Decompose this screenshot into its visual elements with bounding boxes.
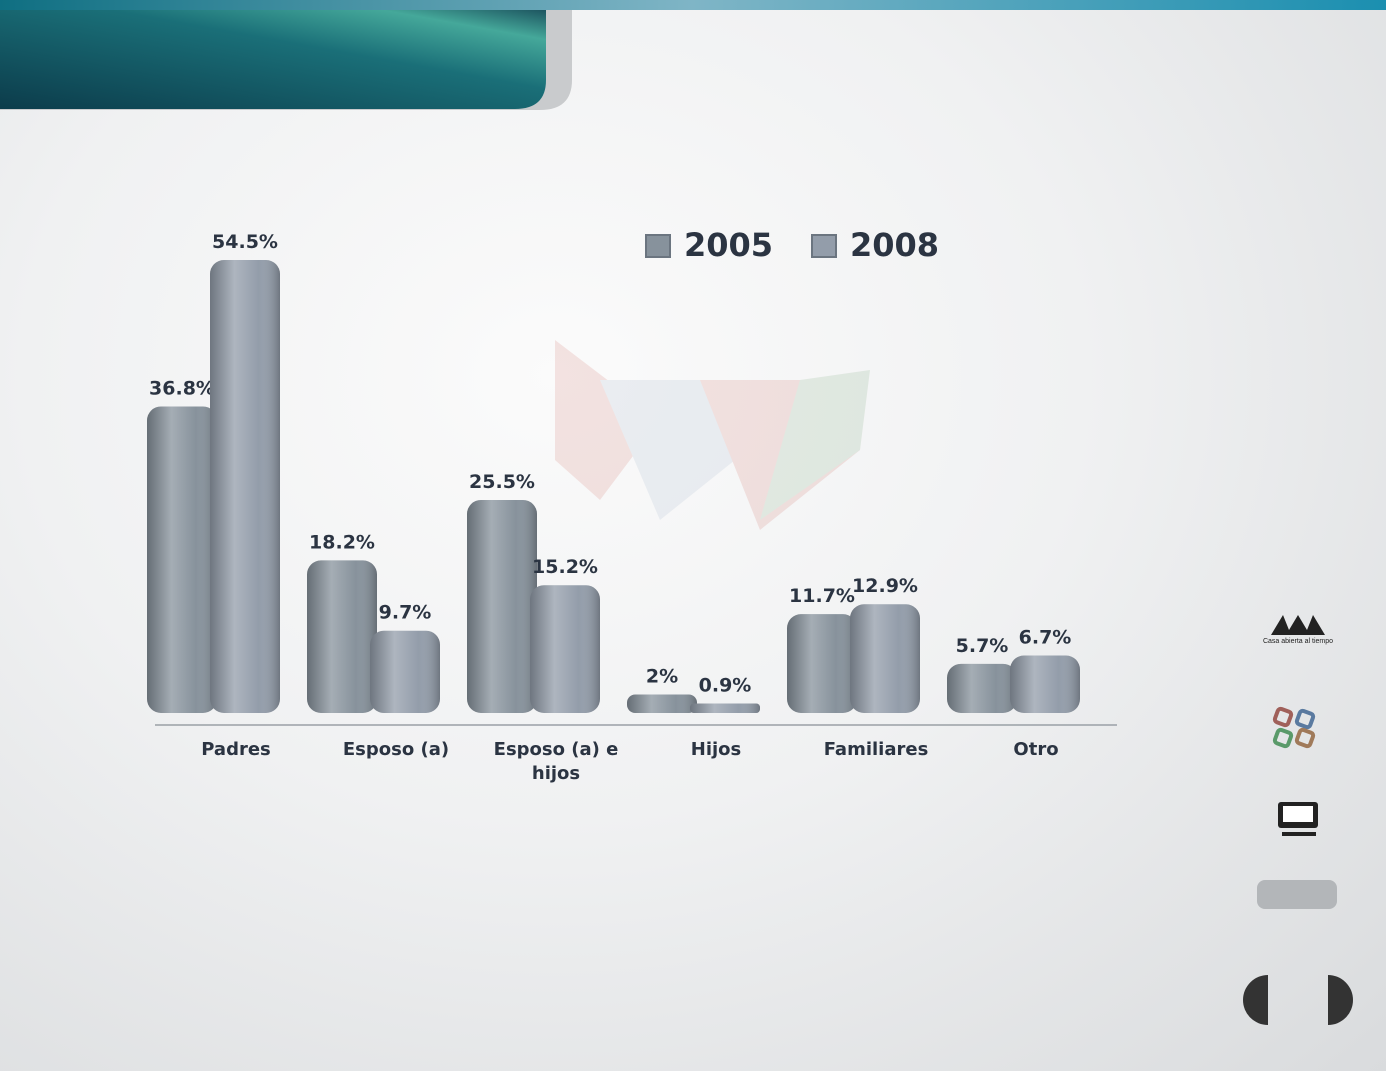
value-label: 12.9%: [852, 575, 918, 597]
bar-shade: [1010, 655, 1080, 713]
value-label: 9.7%: [379, 602, 432, 624]
bar-shade: [530, 585, 600, 713]
watermark: [555, 340, 870, 530]
legend-swatch: [811, 234, 837, 258]
legend-label: 2005: [684, 226, 773, 264]
nav-button[interactable]: [1257, 880, 1337, 909]
x-tick-label: Padres: [201, 739, 271, 760]
value-label: 11.7%: [789, 585, 855, 607]
value-label: 2%: [646, 665, 678, 687]
bar-shade: [467, 499, 537, 713]
value-label: 25.5%: [469, 471, 535, 493]
legend-label: 2008: [850, 226, 939, 264]
value-label: 54.5%: [212, 231, 278, 253]
uam-logo: [1271, 615, 1325, 635]
bar-shade: [307, 560, 377, 713]
value-label: 5.7%: [956, 635, 1009, 657]
top-bar: [0, 0, 1386, 10]
value-label: 0.9%: [699, 675, 752, 697]
people-icon: [1272, 706, 1316, 749]
next-button[interactable]: [1328, 975, 1353, 1025]
bar-shade: [627, 694, 697, 713]
legend-swatch: [645, 234, 671, 258]
value-label: 6.7%: [1019, 627, 1072, 649]
bar-shade: [947, 663, 1017, 713]
bar-shade: [147, 406, 217, 713]
prev-button[interactable]: [1243, 975, 1268, 1025]
logo-caption: Casa abierta al tiempo: [1263, 638, 1333, 645]
value-label: 15.2%: [532, 556, 598, 578]
x-tick-label: Esposo (a): [342, 739, 450, 760]
x-tick-label: Otro: [1013, 739, 1059, 760]
x-tick-label: Familiares: [823, 739, 929, 760]
value-label: 36.8%: [149, 377, 215, 399]
header-banner: [0, 10, 546, 109]
x-tick-label: Hijos: [690, 739, 742, 760]
bar-shade: [210, 260, 280, 713]
bar-shade: [787, 614, 857, 713]
monitor-icon: [1278, 802, 1318, 836]
bar-shade: [690, 703, 760, 713]
bar-shade: [850, 604, 920, 713]
bar-shade: [370, 630, 440, 713]
value-label: 18.2%: [309, 531, 375, 553]
x-tick-label: Esposo (a) e hijos: [493, 739, 619, 784]
